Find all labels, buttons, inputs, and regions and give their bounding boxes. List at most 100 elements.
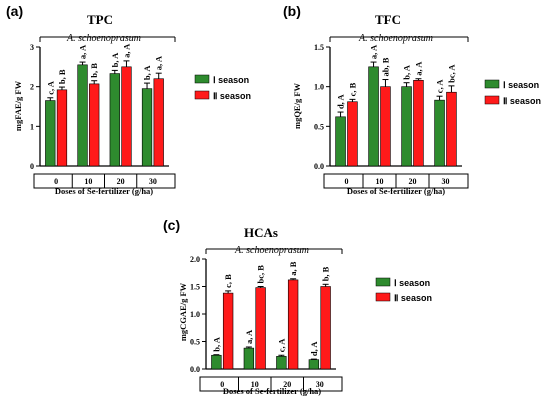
- legend-label-season-1: Ⅰ season: [503, 80, 539, 90]
- legend-swatch-season-1: [375, 277, 391, 287]
- significance-label: b, B: [57, 69, 67, 84]
- bar-season-1: [401, 86, 412, 167]
- bar-season-2: [89, 83, 100, 167]
- legend-swatch-season-2: [484, 95, 500, 105]
- bar-season-1: [45, 100, 56, 167]
- significance-label: a, A: [78, 44, 88, 59]
- legend-swatch-season-2: [375, 292, 391, 302]
- bar-season-2: [56, 89, 68, 167]
- y-tick-label: 0: [30, 162, 34, 171]
- plot-marks: 0.0 0.5 1.0 1.5 2.0 0 b, A c, B 10 a, A bc, B 20 c, …: [190, 248, 343, 392]
- x-tick-label: 20: [117, 177, 125, 186]
- significance-label: a, A: [369, 44, 379, 59]
- species-label: A. schoenoprasum: [234, 245, 309, 256]
- panel-tpc: (a) TPC A. schoenoprasum mgFAE/g FW Dose…: [6, 3, 251, 196]
- significance-label: b, A: [402, 64, 412, 80]
- x-tick-label: 30: [316, 380, 324, 389]
- bar-season-1: [243, 347, 255, 370]
- y-tick-label: 1.0: [190, 310, 200, 319]
- bar-season-1: [77, 64, 88, 167]
- legend-label-season-1: Ⅰ season: [394, 278, 430, 288]
- legend-label-season-2: Ⅱ season: [213, 91, 251, 101]
- y-tick-label: 1.5: [190, 283, 200, 292]
- bar-season-1: [335, 116, 346, 167]
- y-tick-label: 0.5: [314, 122, 324, 131]
- panel-tfc: (b) TFC A. schoenoprasum mgQE/g FW Doses…: [283, 3, 541, 196]
- x-axis-label: Doses of Se-fertilizer (g/ha): [347, 186, 445, 196]
- bar-season-1: [308, 359, 320, 370]
- chart-title: HCAs: [244, 225, 278, 240]
- species-label: A. schoenoprasum: [66, 33, 141, 44]
- significance-label: a, B: [288, 261, 298, 276]
- significance-label: bc, B: [256, 265, 266, 284]
- significance-label: bc, A: [446, 64, 456, 83]
- bar-season-2: [446, 91, 457, 167]
- y-tick-label: 3: [30, 43, 34, 52]
- panel-hcas: (c) HCAs A. schoenoprasum mgCGAE/g FW Do…: [163, 217, 432, 396]
- significance-label: c, A: [435, 79, 445, 94]
- x-tick-label: 30: [442, 177, 450, 186]
- x-tick-label: 10: [376, 177, 384, 186]
- y-tick-label: 2: [30, 83, 34, 92]
- bar-season-2: [287, 279, 299, 370]
- x-tick-label: 0: [345, 177, 349, 186]
- legend: Ⅰ season Ⅱ season: [375, 277, 432, 303]
- y-tick-label: 0.5: [190, 338, 200, 347]
- x-tick-label: 10: [251, 380, 259, 389]
- significance-label: b, B: [321, 266, 331, 281]
- x-tick-label: 0: [220, 380, 224, 389]
- y-tick-label: 1: [30, 122, 34, 131]
- bar-season-2: [153, 78, 164, 167]
- significance-label: c, A: [276, 338, 286, 353]
- legend: Ⅰ season Ⅱ season: [484, 79, 541, 106]
- legend-label-season-2: Ⅱ season: [394, 293, 432, 303]
- significance-label: a, A: [154, 55, 164, 70]
- significance-label: a, A: [413, 61, 423, 76]
- bar-season-1: [141, 88, 153, 167]
- y-axis-label: mgCGAE/g FW: [178, 282, 188, 341]
- legend-label-season-1: Ⅰ season: [213, 75, 249, 85]
- significance-label: a, A: [121, 43, 131, 58]
- bar-season-1: [211, 354, 222, 370]
- legend-label-season-2: Ⅱ season: [503, 96, 541, 106]
- bar-season-1: [368, 66, 379, 167]
- bar-season-1: [109, 73, 120, 167]
- panel-label: (a): [6, 3, 23, 19]
- chart-title: TPC: [87, 12, 113, 27]
- bar-season-1: [434, 99, 445, 167]
- y-tick-label: 1.5: [314, 43, 324, 52]
- significance-label: a, A: [244, 329, 254, 344]
- y-tick-label: 0.0: [190, 365, 200, 374]
- bar-season-2: [121, 66, 132, 167]
- significance-label: c, B: [347, 82, 357, 96]
- significance-label: d, A: [309, 341, 319, 357]
- x-tick-label: 10: [84, 177, 92, 186]
- y-tick-label: 1.0: [314, 83, 324, 92]
- significance-label: c, A: [45, 80, 55, 95]
- legend-swatch-season-1: [484, 79, 500, 89]
- bar-season-2: [320, 286, 331, 370]
- significance-label: ab, B: [380, 57, 390, 76]
- legend: Ⅰ season Ⅱ season: [194, 74, 251, 101]
- bar-season-1: [276, 356, 287, 370]
- bar-season-2: [222, 292, 234, 370]
- x-tick-label: 30: [149, 177, 157, 186]
- legend-swatch-season-1: [194, 74, 210, 84]
- species-label: A. schoenoprasum: [358, 33, 433, 44]
- x-axis-label: Doses of Se-fertilizer (g/ha): [55, 186, 153, 196]
- legend-swatch-season-2: [194, 90, 210, 100]
- x-tick-label: 20: [409, 177, 417, 186]
- panel-label: (b): [283, 3, 301, 19]
- significance-label: b, A: [142, 65, 152, 81]
- y-axis-label: mgFAE/g FW: [13, 80, 23, 131]
- panel-label: (c): [163, 217, 180, 233]
- x-tick-label: 20: [283, 380, 291, 389]
- bar-season-2: [255, 287, 266, 370]
- significance-label: b, A: [110, 52, 120, 68]
- significance-label: b, B: [89, 63, 99, 78]
- bar-season-2: [380, 86, 391, 167]
- bar-season-2: [347, 101, 358, 167]
